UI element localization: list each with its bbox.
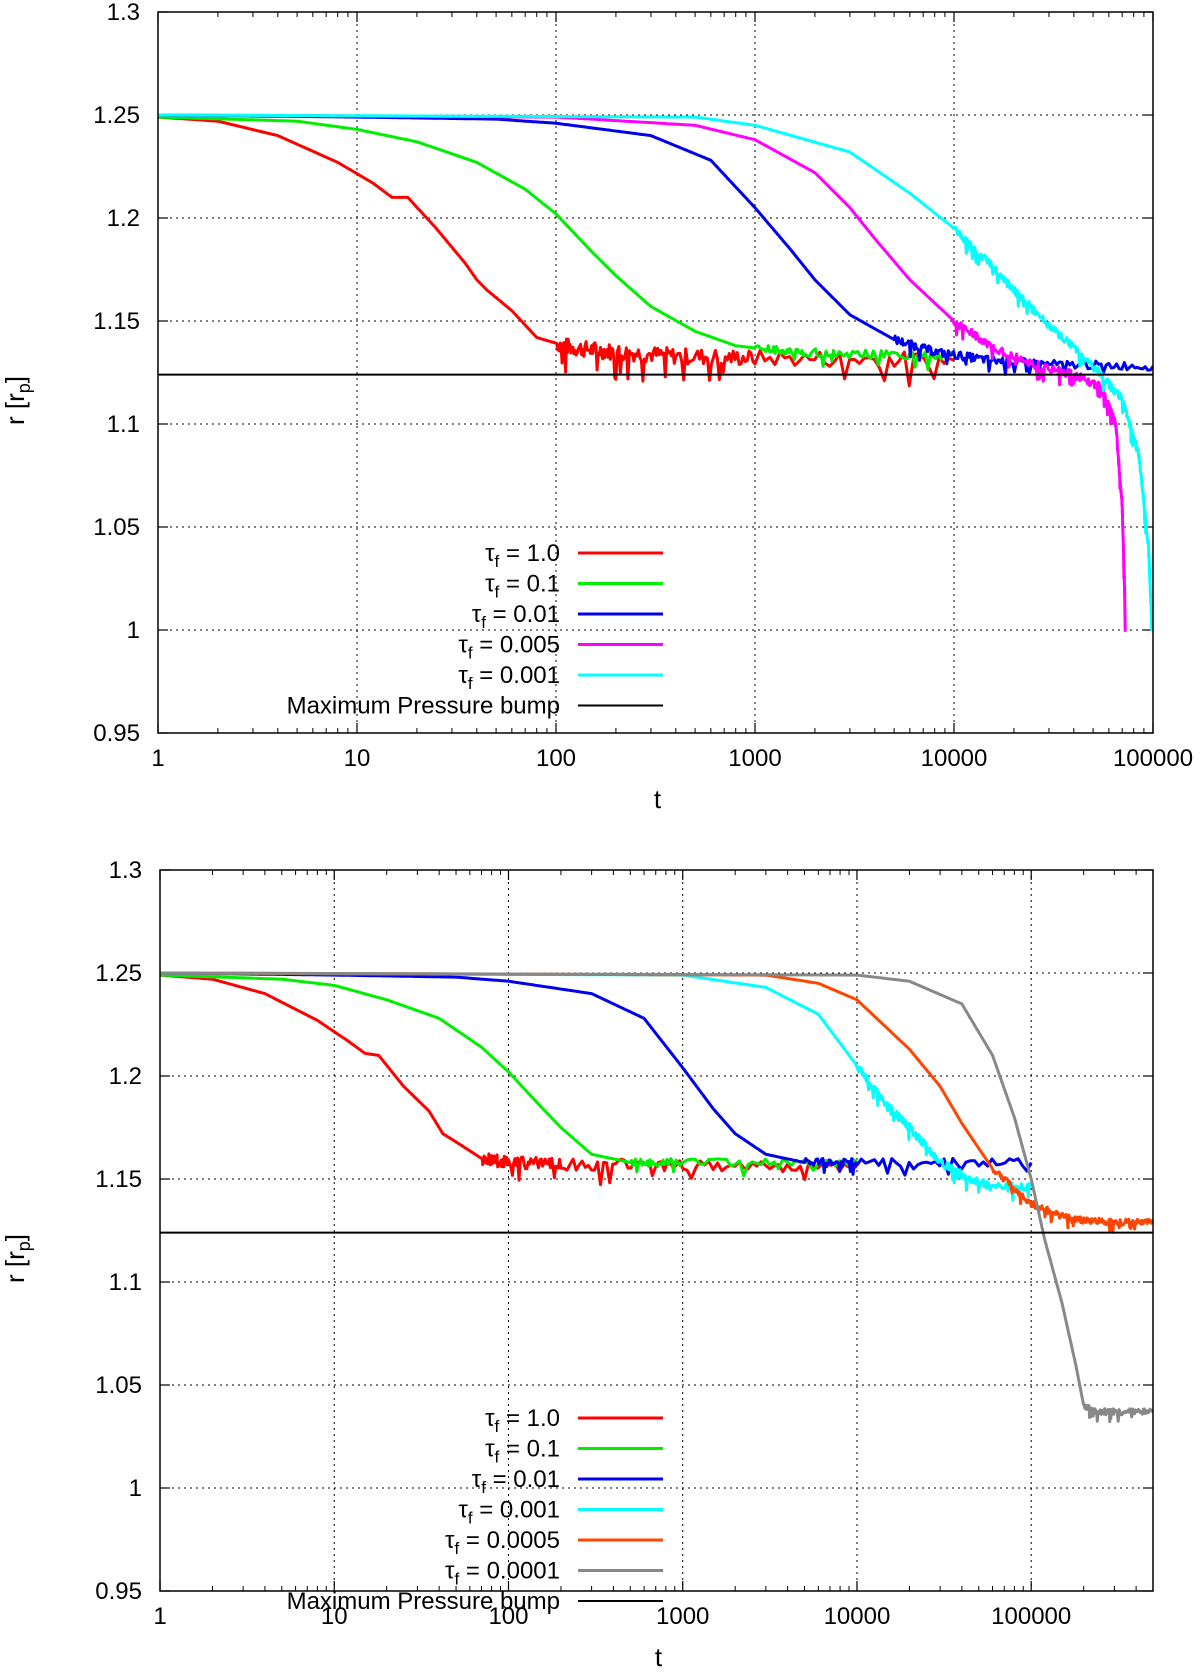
legend-label: τf = 0.001 [458, 662, 560, 693]
series-line-3 [160, 971, 1033, 1177]
legend-label: τf = 0.1 [485, 1436, 560, 1467]
legend-label: τf = 0.001 [458, 1497, 560, 1528]
series-line-4 [160, 971, 1032, 1202]
series-line-2 [158, 115, 956, 372]
x-tick-label: 1 [151, 745, 164, 772]
y-tick-label: 1.15 [95, 1166, 142, 1193]
x-tick-label: 1000 [728, 745, 781, 772]
legend-label: τf = 0.01 [472, 601, 560, 632]
y-tick-label: 1.05 [93, 514, 140, 541]
y-tick-label: 1 [127, 617, 140, 644]
series-line-5 [160, 971, 1153, 1234]
x-tick-label: 100 [536, 745, 576, 772]
legend-label: τf = 0.0005 [445, 1527, 560, 1558]
legend-label: τf = 1.0 [485, 540, 560, 571]
y-tick-label: 1.25 [93, 102, 140, 129]
legend-label: τf = 1.0 [485, 1405, 560, 1436]
series-line-1 [160, 973, 858, 1187]
x-tick-label: 100 [488, 1603, 528, 1630]
x-axis-label: t [654, 784, 662, 814]
y-tick-label: 1.15 [93, 308, 140, 335]
legend-label: Maximum Pressure bump [287, 693, 560, 720]
series-line-4 [158, 113, 1127, 632]
x-tick-label: 10000 [824, 1603, 891, 1630]
plot-frame [159, 869, 1154, 1592]
y-tick-label: 0.95 [93, 720, 140, 747]
chart-panel-1: 1 10 100 1000 10000 100000 0.95 1 1.05 1.1 1.15 1.2… [0, 0, 1193, 814]
x-tick-label: 100000 [991, 1603, 1071, 1630]
legend-label: Maximum Pressure bump [287, 1588, 560, 1615]
y-tick-label: 1 [129, 1475, 142, 1502]
y-tick-label: 1.1 [109, 1269, 142, 1296]
x-tick-label: 1 [153, 1603, 166, 1630]
legend-label: τf = 0.01 [472, 1466, 560, 1497]
legend-label: τf = 0.005 [458, 632, 560, 663]
y-tick-label: 1.3 [109, 857, 142, 884]
series-line-3 [158, 113, 1153, 376]
y-tick-label: 0.95 [95, 1578, 142, 1605]
series-line-6 [160, 971, 1153, 1424]
x-tick-label: 100000 [1113, 745, 1193, 772]
x-tick-label: 1000 [656, 1603, 709, 1630]
y-tick-label: 1.3 [107, 0, 140, 26]
series-line-2 [160, 973, 858, 1178]
series-line-1 [158, 115, 955, 388]
y-axis-label: r [rp] [0, 1234, 34, 1283]
y-tick-label: 1.25 [95, 960, 142, 987]
y-tick-label: 1.1 [107, 411, 140, 438]
x-tick-label: 10 [321, 1603, 348, 1630]
y-axis-label: r [rp] [0, 376, 34, 425]
y-tick-label: 1.2 [107, 205, 140, 232]
y-tick-label: 1.2 [109, 1063, 142, 1090]
x-tick-label: 10000 [921, 745, 988, 772]
x-axis-label: t [655, 1642, 663, 1672]
x-tick-label: 10 [344, 745, 371, 772]
chart-panel-2: 1 10 100 1000 10000 100000 0.95 1 1.05 1.1 1.15 1.2… [0, 857, 1154, 1672]
legend-label: τf = 0.1 [485, 571, 560, 602]
plot-frame [157, 11, 1154, 734]
y-tick-label: 1.05 [95, 1372, 142, 1399]
legend-label: τf = 0.0001 [445, 1558, 560, 1589]
series-line-5 [158, 113, 1153, 631]
